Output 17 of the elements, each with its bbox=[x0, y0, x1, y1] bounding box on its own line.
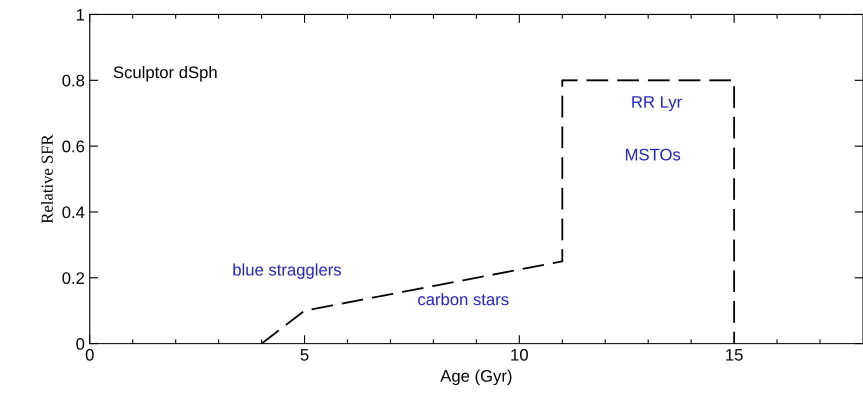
annotation: RR Lyr bbox=[632, 96, 682, 112]
y-tick-label: 1 bbox=[76, 9, 84, 21]
y-tick-label: 0.8 bbox=[62, 74, 84, 87]
annotation: Sculptor dSph bbox=[114, 66, 217, 82]
x-axis-title: Age (Gyr) bbox=[440, 370, 512, 386]
annotation: blue stragglers bbox=[233, 263, 341, 279]
x-tick-label: 15 bbox=[726, 349, 743, 361]
y-tick-label: 0.4 bbox=[62, 206, 84, 218]
y-axis-title: Relative SFR bbox=[41, 134, 53, 224]
annotation: carbon stars bbox=[418, 293, 508, 306]
annotation: MSTOs bbox=[626, 148, 680, 160]
x-tick-label: 0 bbox=[86, 348, 94, 361]
x-tick-label: 10 bbox=[511, 348, 528, 361]
y-tick-label: 0.6 bbox=[62, 140, 84, 152]
x-tick-label: 5 bbox=[300, 349, 308, 361]
y-tick-label: 0 bbox=[76, 338, 84, 350]
y-tick-label: 0.2 bbox=[62, 272, 84, 284]
